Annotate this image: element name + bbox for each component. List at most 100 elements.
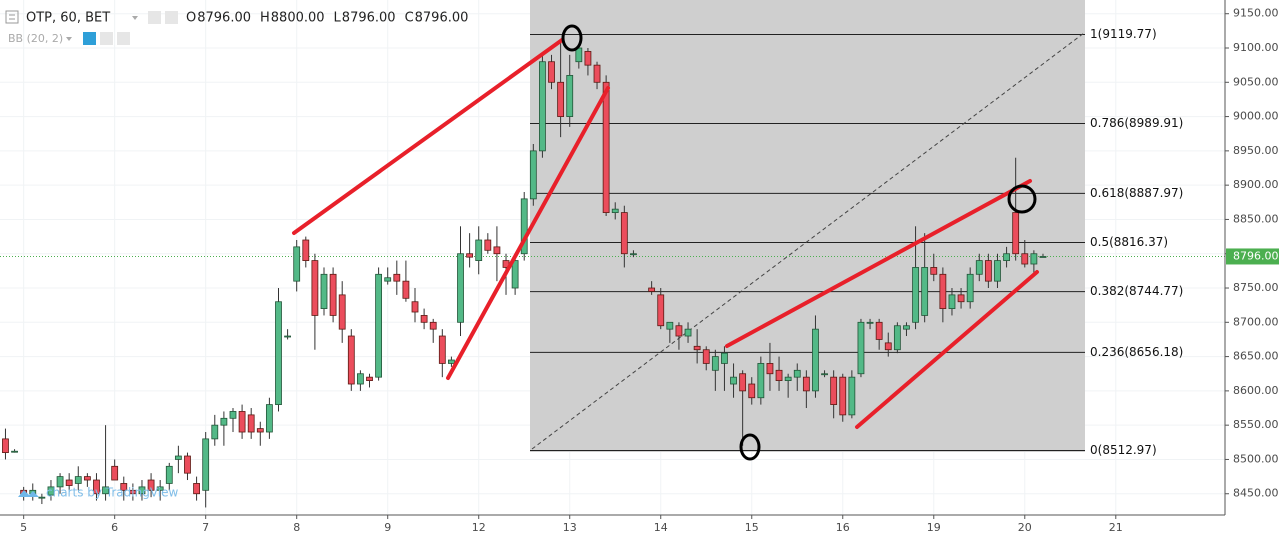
candle-body	[384, 277, 392, 282]
candle-body	[912, 267, 919, 323]
candle	[812, 315, 819, 398]
candle	[802, 370, 810, 409]
candle-body	[284, 335, 291, 338]
candle	[375, 267, 383, 381]
candle	[939, 267, 947, 323]
candle-body	[320, 273, 328, 309]
candle	[693, 329, 701, 364]
candle-body	[775, 369, 783, 381]
indicator[interactable]: BB (20, 2)	[8, 32, 63, 45]
candle-body	[584, 51, 592, 66]
candle	[666, 321, 674, 343]
candle-body	[275, 301, 282, 405]
candle-body	[475, 239, 483, 261]
candle	[984, 253, 992, 289]
candle	[193, 476, 200, 501]
candle-body	[784, 376, 792, 381]
fib-label: 0.786(8989.91)	[1090, 116, 1183, 130]
ohlc-key: L	[334, 11, 342, 26]
candle	[284, 329, 291, 340]
candle	[966, 267, 974, 309]
candle-body	[102, 486, 109, 495]
candle-body	[366, 376, 373, 381]
symbol[interactable]: OTP, 60, BET	[26, 11, 110, 26]
candle	[357, 370, 364, 391]
candle	[893, 322, 901, 354]
candle	[948, 288, 956, 316]
candle	[138, 480, 146, 501]
y-tick-label: 8500.00	[1233, 452, 1279, 465]
dropdown-arrow[interactable]	[132, 16, 138, 20]
candle	[839, 373, 847, 422]
candle-body	[966, 273, 974, 303]
candle	[903, 322, 910, 337]
candle-body	[657, 294, 665, 327]
candle	[457, 226, 464, 337]
candle-body	[11, 450, 18, 453]
candle	[529, 144, 537, 206]
candle-body	[566, 75, 574, 117]
candle	[1021, 240, 1029, 268]
candle-body	[593, 64, 601, 83]
candle	[47, 480, 55, 501]
candle-body	[211, 424, 219, 440]
x-tick-label: 6	[111, 521, 118, 534]
candle	[711, 349, 719, 391]
dropdown-arrow[interactable]	[66, 37, 72, 41]
candle-body	[493, 246, 501, 255]
candle	[2, 428, 9, 460]
candle-body	[520, 198, 528, 255]
x-tick-label: 12	[472, 521, 486, 534]
candle	[102, 425, 109, 501]
candle	[65, 473, 73, 491]
candle-body	[193, 483, 200, 495]
candle	[684, 322, 692, 343]
menu-icon[interactable]	[5, 10, 19, 24]
trend-line	[855, 270, 1039, 429]
close-button[interactable]	[117, 32, 130, 45]
candle	[438, 329, 446, 378]
x-tick-label: 9	[384, 521, 391, 534]
candle	[38, 493, 46, 505]
candle	[11, 449, 18, 453]
candle	[448, 356, 455, 367]
eye-button[interactable]	[83, 32, 96, 45]
settings-button[interactable]	[100, 32, 113, 45]
eye-button[interactable]	[148, 11, 161, 24]
fib-trend-line	[531, 32, 1085, 450]
candle	[793, 363, 801, 391]
candle-body	[429, 321, 437, 330]
candle-body	[147, 479, 155, 491]
candle-body	[857, 321, 865, 375]
last-price-box	[1226, 248, 1279, 265]
candle	[329, 267, 337, 323]
candle	[748, 377, 756, 405]
candle	[766, 342, 774, 391]
candle	[1030, 250, 1038, 275]
candle-body	[975, 260, 983, 275]
candle	[975, 253, 983, 282]
y-tick-label: 8750.00	[1233, 281, 1279, 294]
candle	[74, 466, 82, 491]
candle-body	[329, 273, 337, 316]
ohlc-values: O 8796.00 H 8800.00 L 8796.00 C 8796.00	[186, 11, 468, 26]
candle	[256, 421, 264, 446]
candle-body	[174, 455, 182, 460]
candle	[702, 346, 710, 371]
candle-body	[948, 294, 956, 309]
candle-body	[557, 81, 565, 117]
candle	[411, 288, 419, 323]
candle-body	[693, 345, 701, 351]
settings-button[interactable]	[165, 11, 178, 24]
y-tick-label: 8550.00	[1233, 418, 1279, 431]
drawings	[292, 38, 1039, 429]
candle	[165, 462, 173, 491]
candle	[120, 476, 128, 501]
candle	[420, 308, 428, 330]
candle-body	[548, 61, 555, 83]
fib-levels: 1(9119.77) 0.786(8989.91) 0.618(8887.97) 0.…	[530, 27, 1183, 457]
candle-body	[739, 373, 747, 392]
candle-body	[984, 260, 992, 282]
candle	[648, 281, 656, 295]
